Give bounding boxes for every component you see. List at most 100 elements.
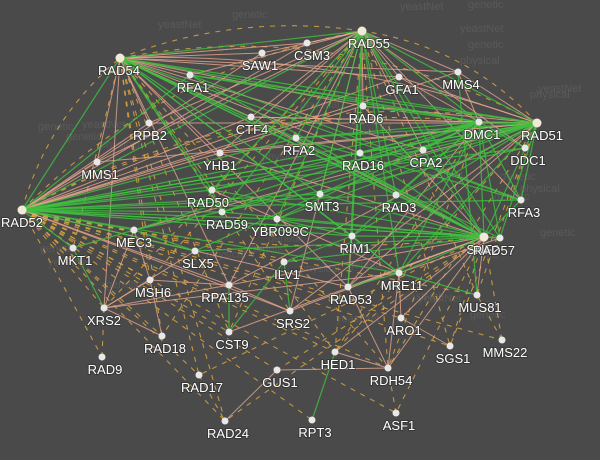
node-slx5[interactable] [191, 247, 199, 255]
edge-yeastNet[interactable] [295, 137, 522, 201]
edge-yeastNet[interactable] [359, 152, 485, 238]
edge-physical[interactable] [276, 367, 389, 371]
edge-yeastNet[interactable] [194, 236, 485, 252]
edge-yeastNet[interactable] [295, 30, 363, 139]
edge-physical[interactable] [400, 317, 451, 347]
edge-physical[interactable] [103, 57, 121, 309]
edge-genetic[interactable] [101, 307, 105, 358]
edge-genetic[interactable] [276, 236, 485, 371]
edge-physical[interactable] [228, 284, 291, 312]
edge-yeastNet[interactable] [398, 121, 480, 274]
edge-physical[interactable] [119, 57, 191, 76]
edge-yeastNet[interactable] [21, 57, 121, 211]
edge-physical[interactable] [103, 284, 230, 309]
node-mms1[interactable] [93, 158, 101, 166]
edge-yeastNet[interactable] [319, 193, 485, 238]
edge-yeastNet[interactable] [72, 229, 135, 249]
edge-yeastNet[interactable] [361, 30, 485, 238]
edge-yeastNet[interactable] [21, 209, 74, 249]
edge-yeastNet[interactable] [295, 137, 485, 238]
edge-genetic[interactable] [224, 236, 485, 422]
edge-physical[interactable] [21, 42, 308, 211]
edge-yeastNet[interactable] [21, 193, 321, 211]
edge-yeastNet[interactable] [520, 122, 538, 201]
edge-yeastNet[interactable] [119, 57, 501, 239]
edge-physical[interactable] [119, 57, 424, 151]
node-mkt1[interactable] [69, 244, 77, 252]
edge-yeastNet[interactable] [189, 74, 480, 123]
edge-genetic[interactable] [361, 30, 478, 296]
node-yhb1[interactable] [216, 149, 224, 157]
edge-physical[interactable] [119, 57, 230, 286]
node-msh6[interactable] [146, 276, 154, 284]
edge-yeastNet[interactable] [276, 122, 538, 220]
edge-genetic[interactable] [21, 209, 200, 376]
edge-yeastNet[interactable] [398, 236, 485, 274]
edge-physical[interactable] [21, 122, 150, 211]
edge-yeastNet[interactable] [133, 229, 196, 252]
edge-yeastNet[interactable] [189, 74, 522, 201]
node-rfa2[interactable] [292, 134, 300, 142]
node-rad51[interactable] [532, 118, 542, 128]
edge-physical[interactable] [96, 57, 121, 163]
edge-yeastNet[interactable] [361, 30, 400, 274]
edge-physical[interactable] [398, 272, 402, 319]
edge-physical[interactable] [228, 122, 538, 286]
edge-yeastNet[interactable] [119, 57, 538, 124]
node-rpa135[interactable] [225, 281, 233, 289]
node-mms4[interactable] [454, 68, 462, 76]
edge-genetic[interactable] [476, 294, 503, 341]
edge-yeastNet[interactable] [21, 209, 196, 252]
edge-yeastNet[interactable] [478, 121, 522, 201]
node-mec3[interactable] [130, 226, 138, 234]
node-cpa2[interactable] [419, 146, 427, 154]
node-hed1[interactable] [331, 348, 339, 356]
edge-yeastNet[interactable] [119, 57, 297, 139]
edge-yeastNet[interactable] [524, 122, 538, 149]
edge-yeastNet[interactable] [319, 121, 480, 195]
edge-physical[interactable] [347, 286, 389, 369]
edge-yeastNet[interactable] [21, 209, 400, 274]
edge-yeastNet[interactable] [119, 30, 363, 59]
edge-yeastNet[interactable] [211, 189, 223, 213]
edge-yeastNet[interactable] [72, 247, 105, 309]
edge-physical[interactable] [119, 57, 361, 154]
edge-physical[interactable] [387, 272, 400, 369]
edge-genetic[interactable] [198, 236, 485, 376]
edge-physical[interactable] [211, 189, 400, 274]
edge-genetic[interactable] [21, 209, 478, 296]
edge-yeastNet[interactable] [21, 209, 223, 213]
edge-yeastNet[interactable] [283, 235, 353, 263]
node-ddc1[interactable] [521, 144, 529, 152]
edge-yeastNet[interactable] [347, 30, 363, 288]
edge-yeastNet[interactable] [194, 193, 321, 252]
edge-yeastNet[interactable] [478, 121, 526, 149]
edge-physical[interactable] [103, 229, 135, 309]
node-rad57[interactable] [496, 234, 504, 242]
edge-genetic[interactable] [21, 57, 121, 211]
edge-yeastNet[interactable] [211, 189, 485, 238]
edge-genetic[interactable] [119, 57, 389, 369]
edge-physical[interactable] [21, 209, 230, 286]
node-srs2[interactable] [286, 307, 294, 315]
edge-yeastNet[interactable] [395, 122, 538, 196]
edge-genetic[interactable] [387, 367, 397, 414]
edge-yeastNet[interactable] [311, 351, 336, 421]
edge-yeastNet[interactable] [499, 122, 538, 239]
edge-yeastNet[interactable] [361, 30, 538, 124]
edge-physical[interactable] [400, 236, 485, 319]
edge-yeastNet[interactable] [361, 30, 480, 123]
node-mus81[interactable] [473, 291, 481, 299]
edge-genetic[interactable] [21, 209, 226, 422]
edge-physical[interactable] [189, 30, 363, 76]
edge-genetic[interactable] [449, 122, 538, 347]
node-rpt3[interactable] [308, 416, 316, 424]
edge-yeastNet[interactable] [359, 121, 480, 154]
edge-genetic[interactable] [334, 30, 363, 353]
edge-yeastNet[interactable] [119, 57, 397, 196]
edge-yeastNet[interactable] [276, 218, 485, 238]
node-rad54[interactable] [115, 53, 125, 63]
edge-physical[interactable] [362, 105, 538, 124]
